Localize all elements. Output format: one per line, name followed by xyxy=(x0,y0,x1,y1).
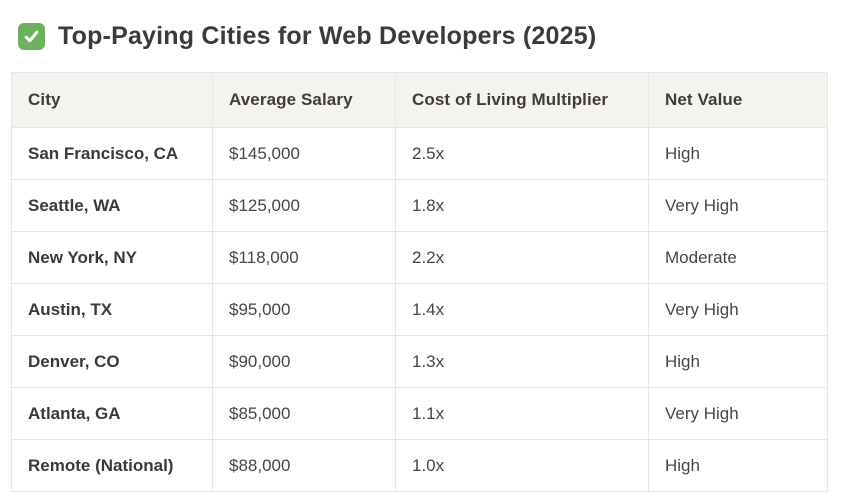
cell-net-value: Very High xyxy=(648,283,828,336)
page-title: Top-Paying Cities for Web Developers (20… xyxy=(58,22,597,50)
cell-average-salary: $88,000 xyxy=(212,439,396,492)
cell-average-salary: $145,000 xyxy=(212,127,396,180)
table-row: Seattle, WA $125,000 1.8x Very High xyxy=(11,179,828,232)
table-row: Denver, CO $90,000 1.3x High xyxy=(11,335,828,388)
salary-table: City Average Salary Cost of Living Multi… xyxy=(11,72,828,492)
cell-net-value: Very High xyxy=(648,179,828,232)
cell-average-salary: $85,000 xyxy=(212,387,396,440)
cell-cost-of-living-multiplier: 2.5x xyxy=(395,127,649,180)
cell-average-salary: $125,000 xyxy=(212,179,396,232)
cell-average-salary: $118,000 xyxy=(212,231,396,284)
table-row: San Francisco, CA $145,000 2.5x High xyxy=(11,127,828,180)
column-header-average-salary: Average Salary xyxy=(212,72,396,128)
cell-average-salary: $95,000 xyxy=(212,283,396,336)
cell-cost-of-living-multiplier: 1.1x xyxy=(395,387,649,440)
page-title-row: Top-Paying Cities for Web Developers (20… xyxy=(0,0,842,56)
cell-city: San Francisco, CA xyxy=(11,127,213,180)
cell-net-value: High xyxy=(648,439,828,492)
column-header-cost-of-living-multiplier: Cost of Living Multiplier xyxy=(395,72,649,128)
cell-net-value: High xyxy=(648,335,828,388)
cell-cost-of-living-multiplier: 1.8x xyxy=(395,179,649,232)
check-mark-icon xyxy=(18,22,45,50)
cell-city: Austin, TX xyxy=(11,283,213,336)
table-row: Austin, TX $95,000 1.4x Very High xyxy=(11,283,828,336)
cell-cost-of-living-multiplier: 2.2x xyxy=(395,231,649,284)
cell-net-value: Moderate xyxy=(648,231,828,284)
column-header-net-value: Net Value xyxy=(648,72,828,128)
cell-net-value: High xyxy=(648,127,828,180)
table-row: New York, NY $118,000 2.2x Moderate xyxy=(11,231,828,284)
cell-city: Seattle, WA xyxy=(11,179,213,232)
cell-cost-of-living-multiplier: 1.4x xyxy=(395,283,649,336)
table-row: Remote (National) $88,000 1.0x High xyxy=(11,439,828,492)
cell-cost-of-living-multiplier: 1.0x xyxy=(395,439,649,492)
cell-cost-of-living-multiplier: 1.3x xyxy=(395,335,649,388)
cell-city: Atlanta, GA xyxy=(11,387,213,440)
cell-average-salary: $90,000 xyxy=(212,335,396,388)
column-header-city: City xyxy=(11,72,213,128)
cell-city: Remote (National) xyxy=(11,439,213,492)
cell-city: New York, NY xyxy=(11,231,213,284)
cell-net-value: Very High xyxy=(648,387,828,440)
table-row: Atlanta, GA $85,000 1.1x Very High xyxy=(11,387,828,440)
table-header-row: City Average Salary Cost of Living Multi… xyxy=(11,72,828,128)
cell-city: Denver, CO xyxy=(11,335,213,388)
